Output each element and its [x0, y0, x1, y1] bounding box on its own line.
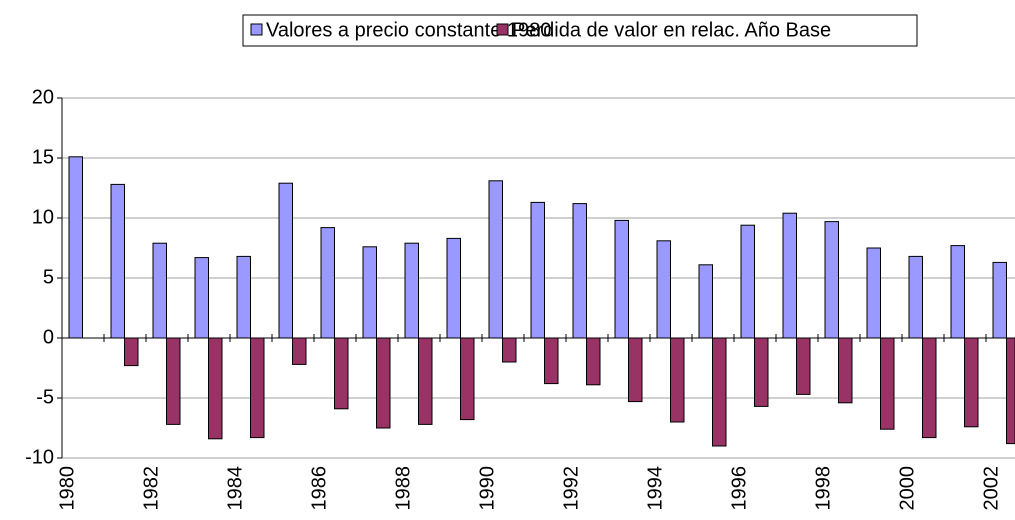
bar: [208, 337, 223, 440]
bar: [488, 180, 503, 339]
bar: [628, 337, 643, 403]
bar: [796, 337, 811, 395]
x-tick-label: 1982: [140, 466, 162, 511]
bar: [908, 255, 923, 339]
bar: [992, 261, 1007, 339]
legend-swatch: [250, 23, 263, 36]
bar: [418, 337, 433, 425]
x-tick-label: 1990: [476, 466, 498, 511]
bar: [754, 337, 769, 407]
bar: [964, 337, 979, 428]
bar: [866, 247, 881, 339]
bar: [698, 264, 713, 339]
bar: [572, 203, 587, 339]
bar: [404, 242, 419, 339]
bar: [278, 182, 293, 339]
x-tick-label: 1980: [56, 466, 78, 511]
y-tick-label: -5: [36, 386, 54, 408]
y-tick-label: 20: [32, 86, 54, 108]
bar: [460, 337, 475, 421]
bar: [194, 257, 209, 339]
x-tick-label: 1996: [728, 466, 750, 511]
x-tick-label: 1992: [560, 466, 582, 511]
bar: [292, 337, 307, 365]
bar: [250, 337, 265, 439]
legend-swatch: [496, 23, 509, 36]
y-tick-label: 5: [43, 266, 54, 288]
bar: [362, 246, 377, 339]
bar: [950, 245, 965, 339]
bar: [446, 237, 461, 339]
x-tick-label: 1984: [224, 466, 246, 511]
bar: [334, 337, 349, 410]
y-tick-label: 10: [32, 206, 54, 228]
x-tick-label: 2002: [980, 466, 1002, 511]
bar: [838, 337, 853, 404]
bar: [376, 337, 391, 429]
x-tick-label: 2000: [896, 466, 918, 511]
bar: [586, 337, 601, 386]
bar: [68, 156, 83, 339]
bar: [1006, 337, 1015, 445]
bar: [712, 337, 727, 447]
bar: [670, 337, 685, 423]
bar: [614, 219, 629, 339]
bar: [530, 201, 545, 339]
legend-label: Valores a precio constante 1980: [266, 19, 551, 41]
bar: [502, 337, 517, 363]
y-tick-label: 15: [32, 146, 54, 168]
bar: [824, 221, 839, 339]
bar: [782, 212, 797, 339]
legend-label: Perdida de valor en relac. Año Base: [512, 19, 831, 41]
bar: [922, 337, 937, 439]
x-tick-label: 1998: [812, 466, 834, 511]
bar: [880, 337, 895, 430]
x-tick-label: 1994: [644, 466, 666, 511]
x-tick-label: 1986: [308, 466, 330, 511]
bar: [124, 337, 139, 367]
bar: [740, 224, 755, 339]
legend-box: [242, 14, 918, 47]
bar: [320, 227, 335, 339]
y-tick-label: -10: [25, 446, 54, 468]
bar: [110, 183, 125, 339]
y-tick-label: 0: [43, 326, 54, 348]
bar: [236, 255, 251, 339]
bar: [166, 337, 181, 425]
bar: [544, 337, 559, 385]
bar: [152, 242, 167, 339]
x-tick-label: 1988: [392, 466, 414, 511]
bar: [656, 240, 671, 339]
